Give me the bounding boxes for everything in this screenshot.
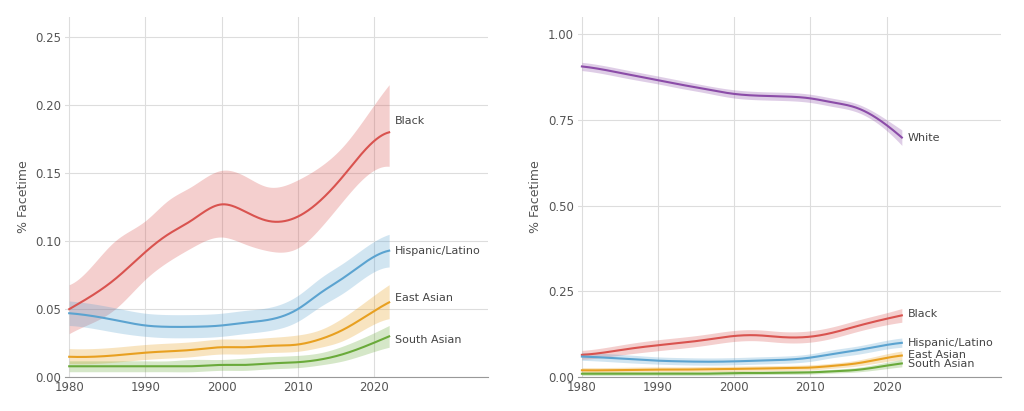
Text: Black: Black xyxy=(395,116,426,127)
Text: White: White xyxy=(908,132,940,143)
Text: Hispanic/Latino: Hispanic/Latino xyxy=(908,338,993,348)
Y-axis label: % Facetime: % Facetime xyxy=(529,161,543,233)
Text: Hispanic/Latino: Hispanic/Latino xyxy=(395,246,481,256)
Y-axis label: % Facetime: % Facetime xyxy=(16,161,30,233)
Text: Black: Black xyxy=(908,309,938,319)
Text: East Asian: East Asian xyxy=(908,349,966,360)
Text: South Asian: South Asian xyxy=(908,360,975,369)
Text: South Asian: South Asian xyxy=(395,335,462,345)
Text: East Asian: East Asian xyxy=(395,293,454,303)
